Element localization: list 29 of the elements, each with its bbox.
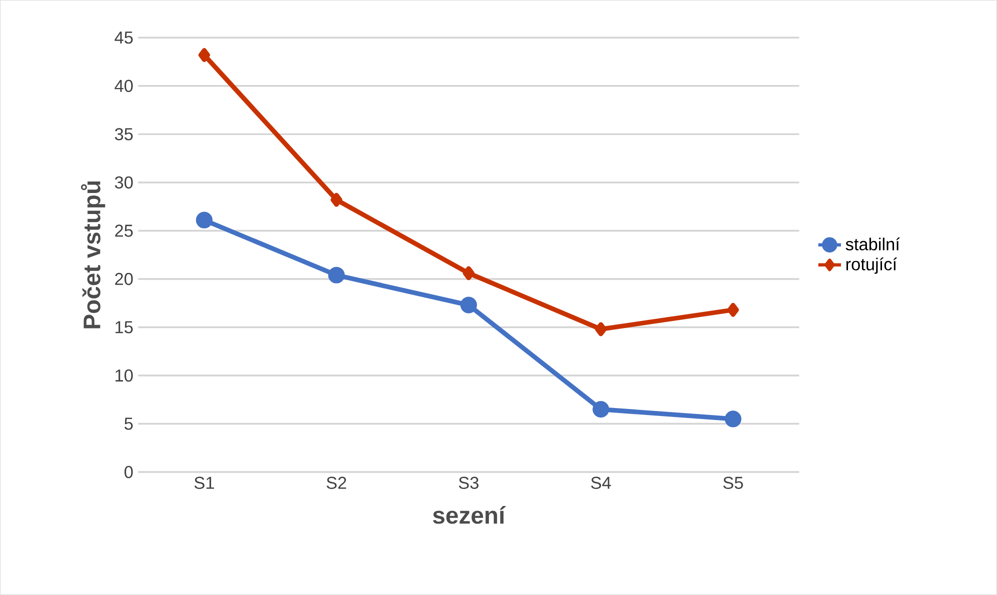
y-tick-label: 35 — [114, 128, 133, 140]
point — [460, 296, 477, 314]
point — [330, 192, 342, 207]
x-tick-label: S5 — [723, 476, 743, 489]
x-tick-label: S1 — [194, 476, 214, 489]
x-tick-label: S3 — [458, 476, 478, 489]
y-tick-label: 45 — [114, 32, 133, 44]
x-tick-label: S4 — [591, 476, 611, 489]
point — [724, 410, 742, 428]
legend-label: stabilní — [846, 237, 900, 250]
y-tick-label: 15 — [116, 321, 133, 334]
y-tick-label: 20 — [115, 272, 133, 286]
y-tick-label: 40 — [114, 80, 133, 92]
point — [462, 266, 474, 280]
x-tick-label: S2 — [326, 476, 346, 489]
legend-label: rotující — [846, 257, 898, 274]
y-tick-label: 0 — [124, 466, 133, 478]
point — [196, 212, 213, 228]
point — [198, 48, 210, 62]
point — [595, 322, 607, 336]
y-tick-label: 10 — [116, 369, 133, 382]
point — [727, 302, 739, 317]
y-axis-title: Počet vstupů — [80, 181, 106, 328]
y-tick-label: 25 — [115, 224, 133, 237]
y-tick-label: 5 — [124, 418, 133, 430]
point — [328, 266, 345, 284]
point — [592, 400, 610, 418]
y-tick-label: 30 — [114, 176, 133, 189]
x-axis-title: sezení — [432, 506, 506, 524]
